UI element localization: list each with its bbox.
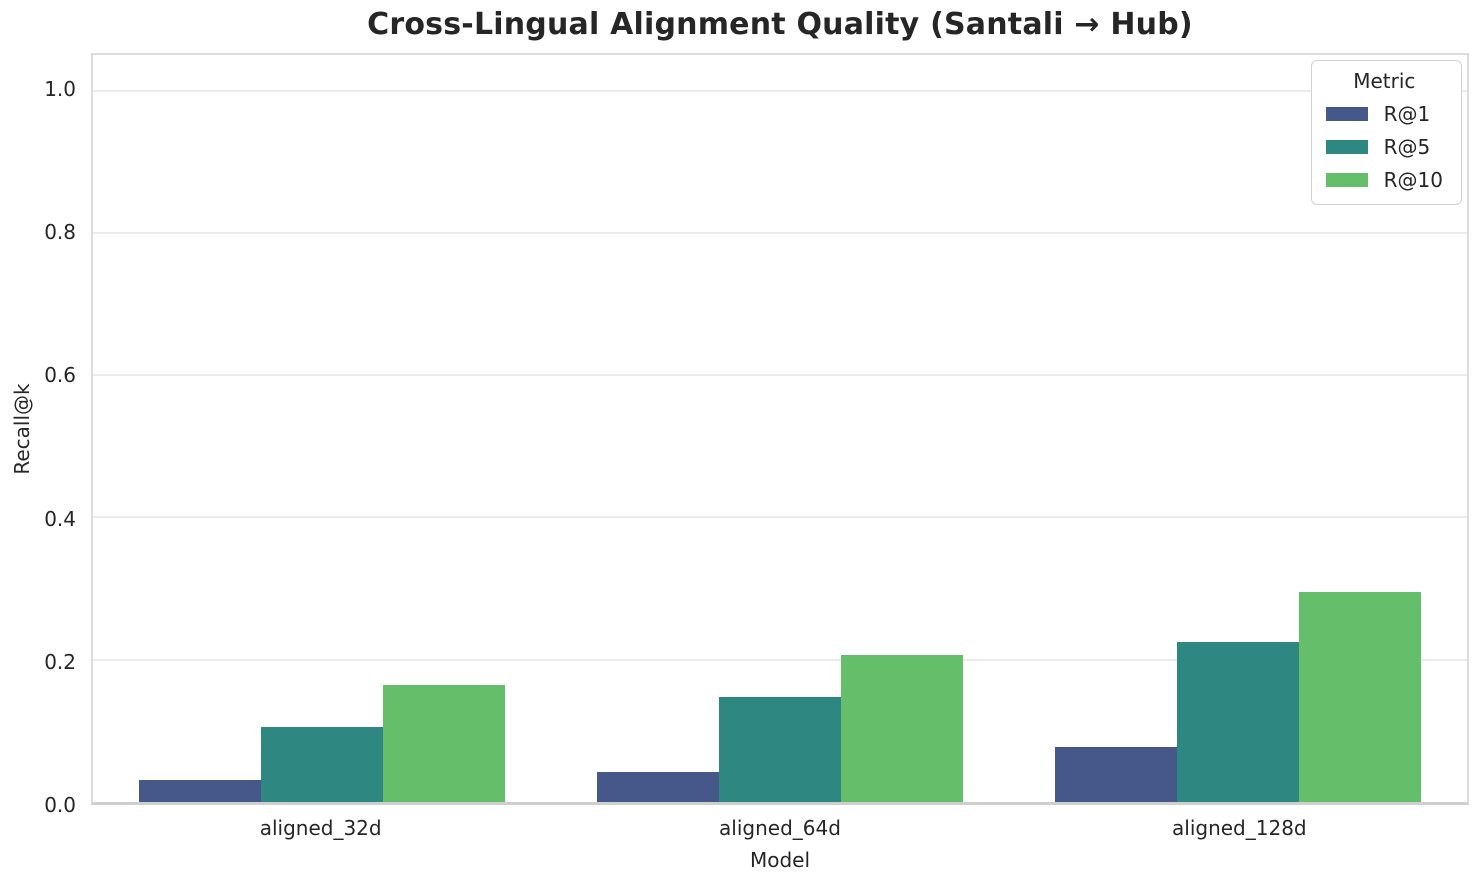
bar-aligned_128d-R@5: [1176, 641, 1300, 802]
legend-label-R@1: R@1: [1383, 102, 1431, 126]
legend: Metric R@1 R@5 R@10: [1310, 60, 1462, 205]
x-tick-label-aligned_64d: aligned_64d: [719, 816, 841, 840]
bar-group-aligned_32d: [93, 55, 551, 802]
bar-aligned_64d-R@10: [841, 655, 964, 802]
chart-title: Cross-Lingual Alignment Quality (Santali…: [367, 7, 1193, 42]
plot-area: [91, 53, 1469, 805]
legend-label-R@5: R@5: [1383, 135, 1431, 159]
legend-swatch-R@5: [1325, 140, 1368, 154]
y-tick-label-1.0: 1.0: [44, 76, 76, 101]
bar-aligned_128d-R@10: [1299, 592, 1422, 802]
y-tick-label-0.6: 0.6: [44, 363, 76, 388]
gridline-0.8: [93, 231, 1467, 234]
bar-aligned_32d-R@5: [260, 727, 384, 802]
x-tick-label-aligned_128d: aligned_128d: [1172, 816, 1307, 840]
legend-entry-R@10: R@10: [1325, 168, 1443, 192]
bar-group-aligned_64d: [551, 55, 1009, 802]
x-axis-label: Model: [749, 848, 811, 872]
legend-entry-R@1: R@1: [1325, 102, 1443, 126]
y-tick-label-0.8: 0.8: [44, 220, 76, 245]
x-tick-label-aligned_32d: aligned_32d: [259, 816, 382, 840]
gridline-1.0: [93, 89, 1467, 92]
bar-aligned_64d-R@1: [596, 772, 719, 802]
y-tick-label-0.2: 0.2: [44, 649, 76, 674]
y-tick-label-0.4: 0.4: [44, 506, 76, 531]
gridline-0.6: [93, 374, 1467, 377]
legend-swatch-R@10: [1325, 173, 1368, 187]
bar-aligned_128d-R@1: [1054, 746, 1177, 802]
legend-entry-R@5: R@5: [1325, 135, 1443, 159]
legend-title: Metric: [1353, 69, 1416, 93]
bar-aligned_64d-R@5: [718, 697, 842, 802]
gridline-0.4: [93, 516, 1467, 519]
legend-swatch-R@1: [1325, 107, 1368, 121]
y-tick-label-0.0: 0.0: [44, 793, 76, 817]
bar-aligned_32d-R@1: [138, 779, 261, 802]
bar-aligned_32d-R@10: [383, 684, 506, 802]
gridline-0.2: [93, 658, 1467, 661]
bar-group-aligned_128d: [1009, 55, 1467, 802]
legend-label-R@10: R@10: [1383, 168, 1443, 192]
y-axis-label: Recall@k: [10, 383, 34, 475]
